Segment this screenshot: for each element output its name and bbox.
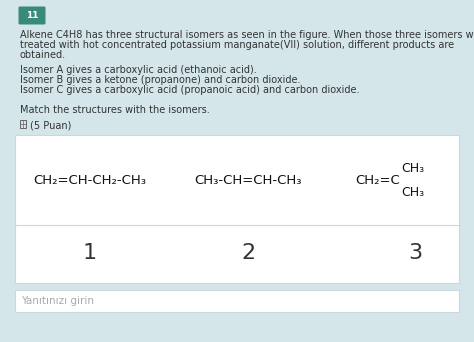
Text: Isomer C gives a carboxylic acid (propanoic acid) and carbon dioxide.: Isomer C gives a carboxylic acid (propan… bbox=[20, 85, 359, 95]
Bar bbox=[15, 290, 459, 312]
FancyBboxPatch shape bbox=[18, 6, 46, 25]
Text: 3: 3 bbox=[408, 243, 422, 263]
Text: 1: 1 bbox=[83, 243, 97, 263]
Text: Isomer A gives a carboxylic acid (ethanoic acid).: Isomer A gives a carboxylic acid (ethano… bbox=[20, 65, 257, 75]
Text: treated with hot concentrated potassium manganate(VII) solution, different produ: treated with hot concentrated potassium … bbox=[20, 40, 454, 50]
Text: CH₃-CH=CH-CH₃: CH₃-CH=CH-CH₃ bbox=[194, 173, 302, 186]
Text: Alkene C4H8 has three structural isomers as seen in the figure. When those three: Alkene C4H8 has three structural isomers… bbox=[20, 30, 474, 40]
Text: Match the structures with the isomers.: Match the structures with the isomers. bbox=[20, 105, 210, 115]
Text: Isomer B gives a ketone (propanone) and carbon dioxide.: Isomer B gives a ketone (propanone) and … bbox=[20, 75, 301, 85]
Text: CH₂=C: CH₂=C bbox=[355, 173, 400, 186]
Text: CH₂=CH-CH₂-CH₃: CH₂=CH-CH₂-CH₃ bbox=[34, 173, 146, 186]
Text: (5 Puan): (5 Puan) bbox=[30, 120, 72, 130]
Text: 2: 2 bbox=[241, 243, 255, 263]
Text: CH₃: CH₃ bbox=[401, 161, 424, 174]
Bar bbox=[20, 120, 26, 128]
Text: CH₃: CH₃ bbox=[401, 185, 424, 198]
Text: Yanıtınızı girin: Yanıtınızı girin bbox=[21, 296, 94, 306]
Bar bbox=[15, 135, 459, 283]
Text: obtained.: obtained. bbox=[20, 50, 66, 60]
Text: 11: 11 bbox=[26, 11, 38, 20]
